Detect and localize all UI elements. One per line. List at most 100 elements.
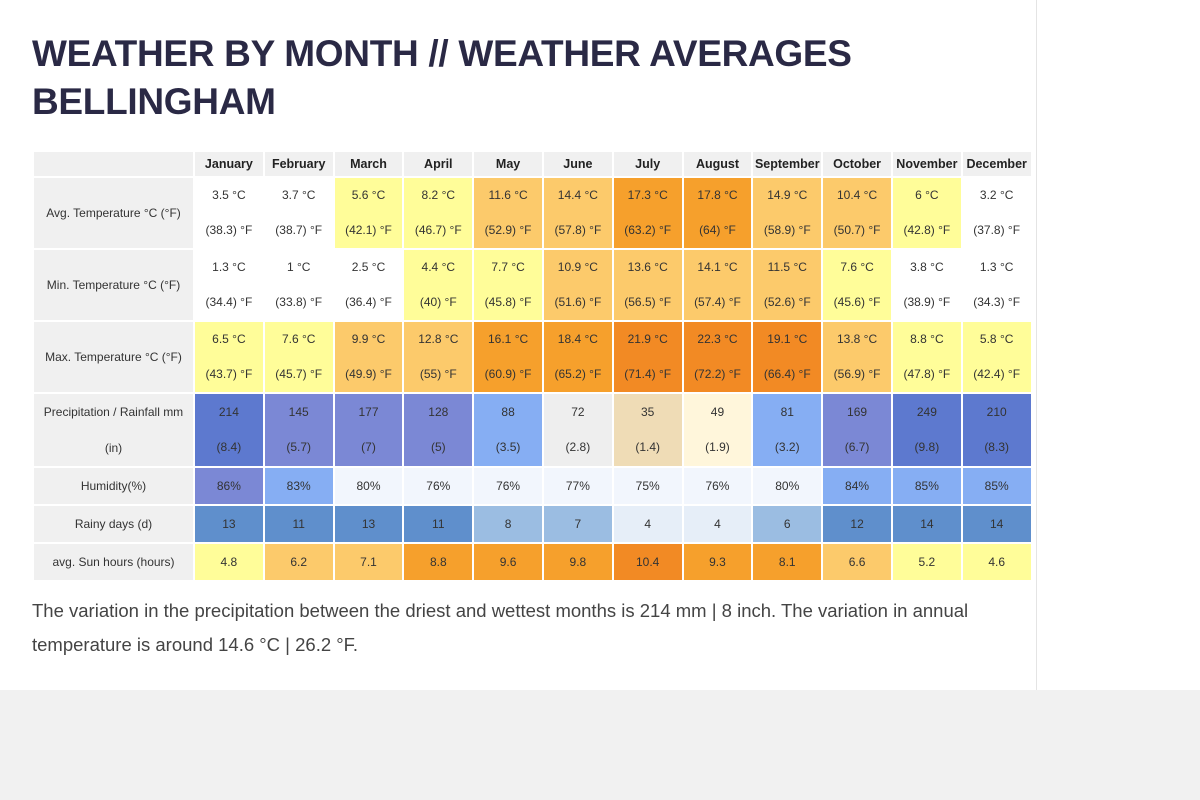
table-cell: 7.6 °C (45.7) °F <box>262 320 335 394</box>
cell-secondary-value: (63.2) °F <box>624 223 672 237</box>
table-cell: 6.2 <box>262 542 335 582</box>
table-cell: 210 (8.3) <box>960 392 1033 468</box>
table-cell: 14.4 °C (57.8) °F <box>541 176 614 250</box>
month-header: June <box>541 150 614 178</box>
table-cell: 75% <box>611 466 684 506</box>
table-cell: 6.6 <box>821 542 893 582</box>
cell-secondary-value: (60.9) °F <box>484 367 532 381</box>
table-cell: 11 <box>262 504 335 544</box>
cell-secondary-value: (55) °F <box>419 367 457 381</box>
cell-secondary-value: (66.4) °F <box>763 367 811 381</box>
month-header: December <box>960 150 1033 178</box>
cell-primary-value: 10.4 °C <box>836 188 878 202</box>
cell-primary-value: 8.8 °C <box>910 332 944 346</box>
table-cell: 145 (5.7) <box>262 392 335 468</box>
cell-secondary-value: (45.7) °F <box>275 367 323 381</box>
cell-primary-value: 3.8 °C <box>910 260 944 274</box>
table-cell: 4.6 <box>960 542 1033 582</box>
table-cell: 22.3 °C (72.2) °F <box>681 320 754 394</box>
row-label: Humidity(%) <box>32 466 195 506</box>
table-cell: 88 (3.5) <box>472 392 544 468</box>
cell-secondary-value: (56.9) °F <box>833 367 881 381</box>
table-cell: 7.7 °C (45.8) °F <box>472 248 544 322</box>
table-row: Max. Temperature °C (°F) 6.5 °C (43.7) °F 7… <box>32 320 1033 394</box>
table-cell: 80% <box>332 466 405 506</box>
cell-secondary-value: (2.8) <box>565 440 591 454</box>
cell-primary-value: 177 <box>358 405 379 419</box>
cell-secondary-value: (6.7) <box>844 440 870 454</box>
cell-secondary-value: (64) °F <box>699 223 736 237</box>
cell-secondary-value: (52.9) °F <box>484 223 532 237</box>
cell-primary-value: 14.4 °C <box>557 188 598 202</box>
month-header: September <box>751 150 824 178</box>
cell-primary-value: 13.8 °C <box>836 332 878 346</box>
table-cell: 80% <box>751 466 824 506</box>
table-cell: 76% <box>402 466 475 506</box>
table-cell: 5.6 °C (42.1) °F <box>332 176 405 250</box>
table-cell: 9.3 <box>681 542 754 582</box>
table-cell: 1.3 °C (34.4) °F <box>193 248 265 322</box>
table-cell: 6.5 °C (43.7) °F <box>193 320 265 394</box>
table-cell: 8.8 °C (47.8) °F <box>890 320 963 394</box>
variation-description: The variation in the precipitation betwe… <box>32 600 969 655</box>
table-cell: 83% <box>262 466 335 506</box>
month-header: April <box>402 150 475 178</box>
cell-secondary-value: (3.2) <box>774 440 800 454</box>
cell-primary-value: 6 °C <box>915 188 939 202</box>
cell-primary-value: 11.6 °C <box>488 188 528 202</box>
month-header-row: January February March April May June July Augu… <box>32 150 1033 178</box>
cell-secondary-value: (42.8) °F <box>903 223 951 237</box>
cell-secondary-value: (51.6) °F <box>554 295 602 309</box>
cell-primary-value: 12.8 °C <box>418 332 459 346</box>
table-cell: 11.5 °C (52.6) °F <box>751 248 824 322</box>
table-row: Avg. Temperature °C (°F) 3.5 °C (38.3) °F 3… <box>32 176 1033 250</box>
month-header: October <box>821 150 893 178</box>
cell-secondary-value: (43.7) °F <box>205 367 253 381</box>
table-cell: 11.6 °C (52.9) °F <box>472 176 544 250</box>
table-cell: 8.8 <box>402 542 475 582</box>
cell-secondary-value: (57.8) °F <box>554 223 602 237</box>
cell-primary-value: 14.1 °C <box>697 260 738 274</box>
row-label: Max. Temperature °C (°F) <box>32 320 195 394</box>
cell-primary-value: 13.6 °C <box>627 260 668 274</box>
table-cell: 72 (2.8) <box>541 392 614 468</box>
table-cell: 76% <box>681 466 754 506</box>
table-cell: 12 <box>821 504 893 544</box>
cell-secondary-value: (47.8) °F <box>903 367 951 381</box>
table-row: Humidity(%) 86% 83% 80% 76% 76% 77% 75% 76% 80% 84… <box>32 466 1033 506</box>
cell-primary-value: 1.3 °C <box>212 260 246 274</box>
table-cell: 177 (7) <box>332 392 405 468</box>
table-cell: 3.7 °C (38.7) °F <box>262 176 335 250</box>
table-cell: 3.5 °C (38.3) °F <box>193 176 265 250</box>
row-label: Min. Temperature °C (°F) <box>32 248 195 322</box>
cell-secondary-value: (56.5) °F <box>624 295 672 309</box>
table-cell: 10.4 °C (50.7) °F <box>821 176 893 250</box>
cell-primary-value: 14.9 °C <box>767 188 808 202</box>
title-line-1: WEATHER BY MONTH // WEATHER AVERAGES <box>32 33 852 74</box>
table-cell: 49 (1.9) <box>681 392 754 468</box>
cell-primary-value: 128 <box>428 405 449 419</box>
cell-primary-value: 17.3 °C <box>627 188 668 202</box>
table-row: avg. Sun hours (hours) 4.8 6.2 7.1 8.8 9.6 9.8… <box>32 542 1033 582</box>
cell-primary-value: 1.3 °C <box>979 260 1014 274</box>
table-row: Min. Temperature °C (°F) 1.3 °C (34.4) °F 1… <box>32 248 1033 322</box>
cell-secondary-value: (42.1) °F <box>345 223 392 237</box>
table-row: Rainy days (d) 13 11 13 11 8 7 4 4 6 12 14 14 <box>32 504 1033 544</box>
month-header: July <box>611 150 684 178</box>
table-cell: 13 <box>332 504 405 544</box>
table-cell: 4 <box>681 504 754 544</box>
cell-secondary-value: (46.7) °F <box>414 223 462 237</box>
table-cell: 13 <box>193 504 265 544</box>
cell-primary-value: 3.2 °C <box>979 188 1014 202</box>
cell-secondary-value: (1.4) <box>635 440 661 454</box>
cell-primary-value: 6.5 °C <box>212 332 246 346</box>
cell-secondary-value: (40) °F <box>419 295 457 309</box>
table-cell: 6 <box>751 504 824 544</box>
row-label: Rainy days (d) <box>32 504 195 544</box>
cell-secondary-value: (34.4) °F <box>205 295 253 309</box>
table-cell: 9.8 <box>541 542 614 582</box>
cell-primary-value: 19.1 °C <box>767 332 808 346</box>
table-cell: 9.6 <box>472 542 544 582</box>
cell-secondary-value: (45.8) °F <box>484 295 532 309</box>
table-cell: 4 <box>611 504 684 544</box>
